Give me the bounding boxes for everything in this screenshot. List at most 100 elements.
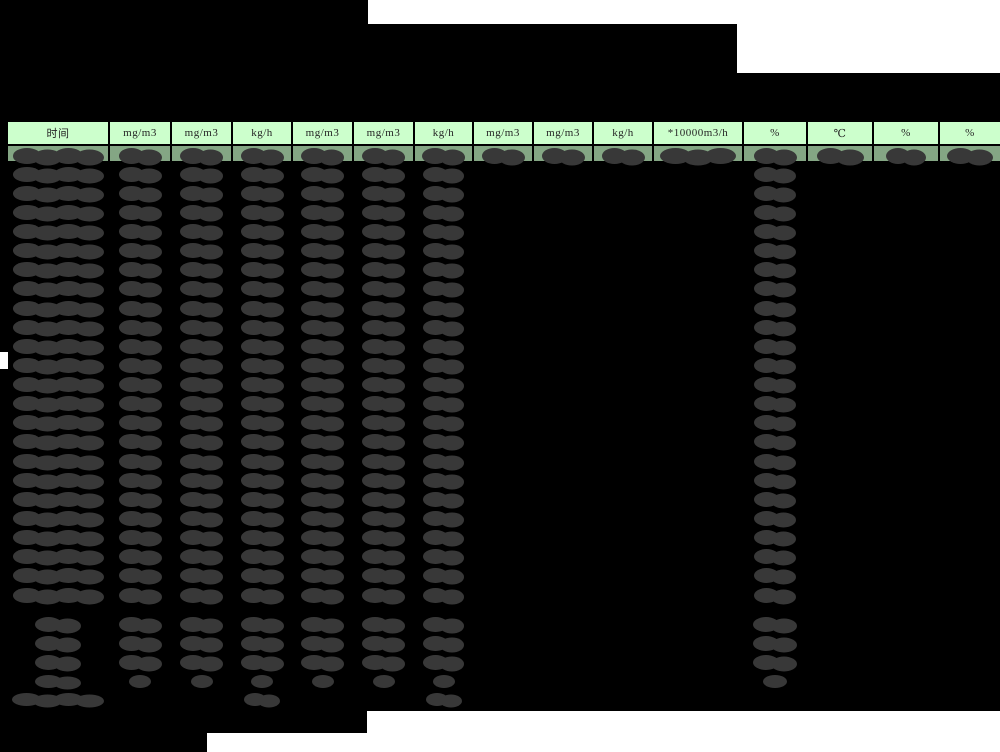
redacted-cell-value — [180, 377, 223, 394]
redacted-cell-value — [423, 166, 464, 184]
redacted-cell-summary — [129, 675, 151, 688]
redacted-cell-value — [118, 415, 162, 432]
redacted-cell-value — [12, 319, 104, 337]
redacted-cell-row1 — [362, 147, 405, 165]
redacted-cell-value — [240, 396, 284, 413]
redaction-block — [0, 733, 207, 752]
redacted-cell-value — [423, 568, 464, 585]
redacted-cell-value — [180, 338, 223, 356]
redacted-cell-summary — [753, 636, 797, 653]
redacted-cell-value — [301, 300, 344, 317]
redacted-cell-value — [301, 338, 344, 356]
header-cell-label: mg/m3 — [184, 127, 219, 139]
redacted-cell-summary — [240, 617, 284, 634]
header-cell-label: ℃ — [833, 127, 847, 140]
redacted-cell-value — [240, 281, 284, 298]
redacted-cell-value — [118, 224, 162, 241]
redacted-cell-summary — [251, 675, 273, 688]
redacted-cell-value — [423, 262, 464, 279]
redacted-cell-value — [180, 472, 223, 490]
redacted-cell-value — [12, 415, 104, 432]
redaction-block — [0, 120, 1000, 711]
redacted-cell-value — [118, 300, 162, 317]
redacted-cell-value — [180, 511, 223, 528]
redacted-cell-value — [240, 262, 284, 279]
header-cell-time: 时间 — [8, 122, 108, 144]
redacted-cell-value — [423, 396, 464, 413]
header-cell-label: *10000m3/h — [667, 127, 729, 139]
redacted-cell-value — [754, 281, 796, 298]
redacted-cell-value — [180, 281, 223, 298]
redacted-cell-summary — [118, 617, 162, 634]
redacted-cell-value — [423, 357, 464, 375]
redaction-block — [0, 73, 1000, 121]
redacted-cell-value — [362, 491, 405, 509]
redacted-cell-value — [362, 587, 405, 604]
redacted-cell-value — [301, 568, 344, 585]
redacted-cell-value — [362, 166, 405, 184]
redacted-cell-value — [240, 549, 284, 566]
header-cell-unit: % — [874, 122, 938, 144]
redacted-cell-value — [362, 185, 405, 203]
redacted-cell-value — [301, 224, 344, 241]
redacted-cell-row1 — [753, 147, 797, 165]
redacted-cell-value — [240, 338, 284, 356]
redacted-cell-value — [12, 434, 104, 451]
redacted-cell-value — [180, 491, 223, 509]
redacted-cell-value — [301, 587, 344, 604]
redacted-cell-total — [425, 693, 462, 708]
header-cell-label: mg/m3 — [366, 127, 401, 139]
redacted-cell-value — [180, 434, 223, 451]
redacted-cell-value — [12, 453, 104, 471]
redacted-cell-value — [362, 549, 405, 566]
redacted-cell-value — [754, 224, 796, 241]
redacted-cell-row1 — [660, 147, 737, 165]
redacted-cell-value — [12, 377, 104, 394]
page-gap — [0, 352, 8, 369]
redaction-block — [0, 24, 737, 74]
redacted-cell-value — [180, 568, 223, 585]
redacted-cell-value — [301, 185, 344, 203]
redacted-cell-value — [240, 491, 284, 509]
redacted-cell-summary — [35, 655, 81, 672]
redacted-cell-value — [118, 357, 162, 375]
redacted-cell-value — [423, 472, 464, 490]
redacted-cell-value — [754, 491, 796, 509]
redacted-cell-row1 — [12, 147, 104, 165]
redacted-cell-value — [301, 530, 344, 547]
redacted-cell-value — [240, 204, 284, 222]
redacted-cell-value — [118, 511, 162, 528]
redacted-cell-value — [12, 357, 104, 375]
redacted-cell-value — [12, 530, 104, 547]
redacted-cell-row1 — [886, 147, 926, 165]
redacted-cell-row1 — [541, 147, 585, 165]
redacted-cell-value — [754, 434, 796, 451]
redacted-cell-value — [301, 434, 344, 451]
redacted-cell-value — [362, 472, 405, 490]
redacted-cell-value — [12, 224, 104, 241]
redacted-cell-summary — [301, 636, 344, 653]
redacted-cell-value — [301, 319, 344, 337]
redacted-cell-value — [362, 568, 405, 585]
redacted-cell-value — [118, 281, 162, 298]
redaction-block — [0, 0, 368, 25]
redacted-cell-value — [118, 472, 162, 490]
header-cell-label: kg/h — [251, 127, 273, 139]
redacted-cell-summary — [362, 655, 405, 672]
header-cell-unit: mg/m3 — [474, 122, 532, 144]
header-cell-unit: mg/m3 — [172, 122, 231, 144]
redacted-cell-value — [754, 415, 796, 432]
redacted-cell-value — [754, 185, 796, 203]
redacted-cell-value — [423, 338, 464, 356]
redacted-cell-value — [301, 453, 344, 471]
redacted-cell-value — [301, 549, 344, 566]
redacted-cell-row1 — [422, 147, 465, 165]
redacted-cell-value — [754, 243, 796, 260]
redacted-cell-value — [240, 511, 284, 528]
redacted-cell-value — [301, 262, 344, 279]
redacted-cell-value — [423, 281, 464, 298]
redacted-cell-summary — [362, 636, 405, 653]
redacted-cell-value — [362, 377, 405, 394]
redacted-cell-value — [180, 319, 223, 337]
